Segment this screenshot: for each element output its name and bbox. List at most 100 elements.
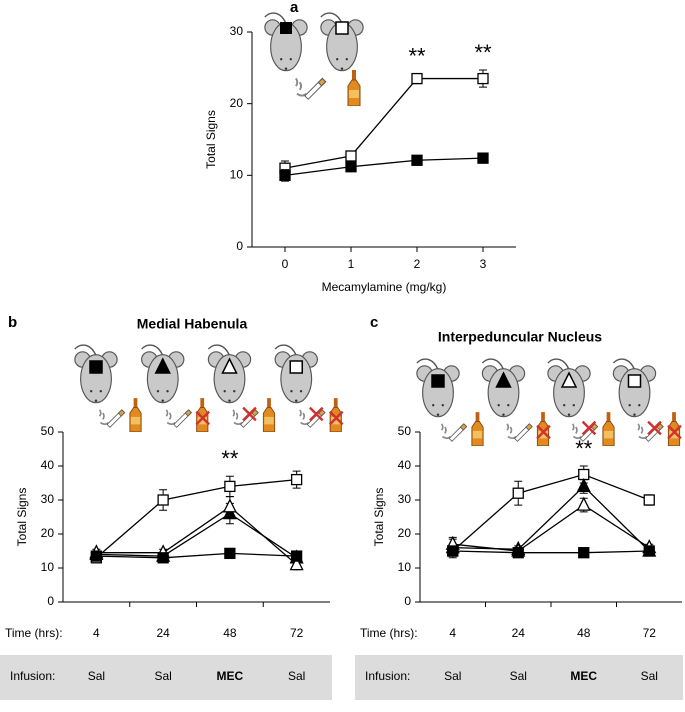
chart-title: Medial Habenula [137, 316, 248, 332]
x-tick-label: 24 [512, 626, 526, 640]
infusion-value: Sal [288, 669, 305, 683]
data-point [157, 494, 169, 506]
infusion-value: MEC [217, 669, 244, 683]
data-point [643, 494, 655, 506]
infusion-value: Sal [641, 669, 658, 683]
mouse-icon [140, 344, 185, 404]
data-point [279, 169, 291, 181]
cigarette-icon [506, 422, 534, 443]
bottle-icon [602, 412, 615, 446]
mouse-marker [154, 357, 171, 374]
panel-label: c [370, 314, 378, 331]
data-point [576, 477, 591, 493]
series-line [96, 552, 297, 559]
y-tick-label: 30 [41, 492, 55, 506]
mouse-marker [89, 360, 103, 374]
x-tick-label: 72 [643, 626, 657, 640]
y-axis-label: Total Signs [15, 488, 29, 547]
series-line [95, 478, 297, 559]
bottle-icon [262, 398, 276, 432]
data-point [90, 550, 103, 562]
annotation: ** [221, 446, 239, 471]
mouse-marker [221, 357, 238, 374]
series-line [96, 505, 298, 566]
y-tick-label: 20 [230, 96, 244, 110]
y-tick-label: 10 [230, 168, 244, 182]
data-point [411, 72, 423, 85]
data-point [289, 556, 304, 571]
mouse-icon [207, 344, 252, 404]
infusion-value: Sal [88, 669, 105, 683]
icons-c [416, 358, 683, 446]
y-tick-label: 50 [398, 424, 412, 438]
y-axis-label: Total Signs [372, 488, 386, 547]
data-point [290, 473, 303, 486]
x-tick-label: 48 [223, 626, 237, 640]
annotation: ** [474, 40, 492, 65]
mouse-icon [547, 358, 591, 418]
x-tick-label: 4 [93, 626, 100, 640]
series-line [284, 77, 483, 169]
infusion-label: Infusion: [10, 669, 55, 683]
cigarette-icon [165, 408, 193, 429]
panel-label: b [8, 314, 17, 331]
x-tick-label: 4 [449, 626, 456, 640]
x-tick-label: 48 [577, 626, 591, 640]
mouse-icon [274, 344, 319, 404]
cigarette-icon [440, 422, 468, 443]
x-tick-label: 24 [156, 626, 170, 640]
y-tick-label: 30 [398, 492, 412, 506]
data-point [345, 150, 357, 162]
x-tick-label: 2 [414, 257, 421, 271]
y-tick-label: 40 [41, 458, 55, 472]
mouse-icon [74, 344, 118, 404]
data-point [224, 480, 236, 493]
data-point [290, 550, 303, 562]
data-point [447, 545, 459, 557]
data-point [222, 498, 237, 513]
infusion-band [355, 655, 683, 700]
x-axis-label: Time (hrs): [360, 626, 418, 640]
mouse-icon [416, 358, 460, 418]
series-line [452, 473, 650, 552]
data-point [477, 72, 489, 85]
y-tick-label: 0 [404, 594, 411, 608]
data-point [345, 161, 357, 173]
infusion-value: Sal [444, 669, 461, 683]
y-tick-label: 20 [41, 526, 55, 540]
y-tick-label: 40 [398, 458, 412, 472]
panel-label: a [290, 0, 299, 16]
series-line [452, 504, 650, 552]
mouse-marker [495, 371, 512, 388]
data-point [643, 545, 655, 557]
mouse-icon [612, 358, 657, 418]
mouse-marker [560, 371, 578, 388]
y-tick-label: 50 [41, 424, 55, 438]
y-tick-label: 20 [398, 526, 412, 540]
data-point [512, 547, 524, 559]
bottle-icon [471, 412, 484, 446]
bottle-icon [129, 398, 142, 432]
series-line [96, 512, 297, 559]
mouse-marker [431, 374, 445, 388]
x-axis-label: Mecamylamine (mg/kg) [322, 280, 447, 294]
x-tick-label: 1 [348, 257, 355, 271]
y-tick-label: 10 [41, 560, 55, 574]
mouse-marker [289, 360, 303, 374]
series-line [452, 485, 650, 552]
series-line [452, 550, 650, 554]
icons-a [264, 12, 364, 106]
infusion-label: Infusion: [365, 669, 410, 683]
data-point [576, 496, 591, 511]
infusion-value: Sal [510, 669, 527, 683]
annotation: ** [575, 436, 593, 461]
y-axis-label: Total Signs [204, 110, 218, 169]
y-tick-label: 30 [230, 24, 244, 38]
mouse-icon [481, 358, 526, 418]
cigarette-icon [98, 408, 126, 429]
data-point [578, 547, 590, 559]
y-tick-label: 0 [47, 594, 54, 608]
x-axis-label: Time (hrs): [5, 626, 63, 640]
mouse-marker [627, 374, 642, 388]
